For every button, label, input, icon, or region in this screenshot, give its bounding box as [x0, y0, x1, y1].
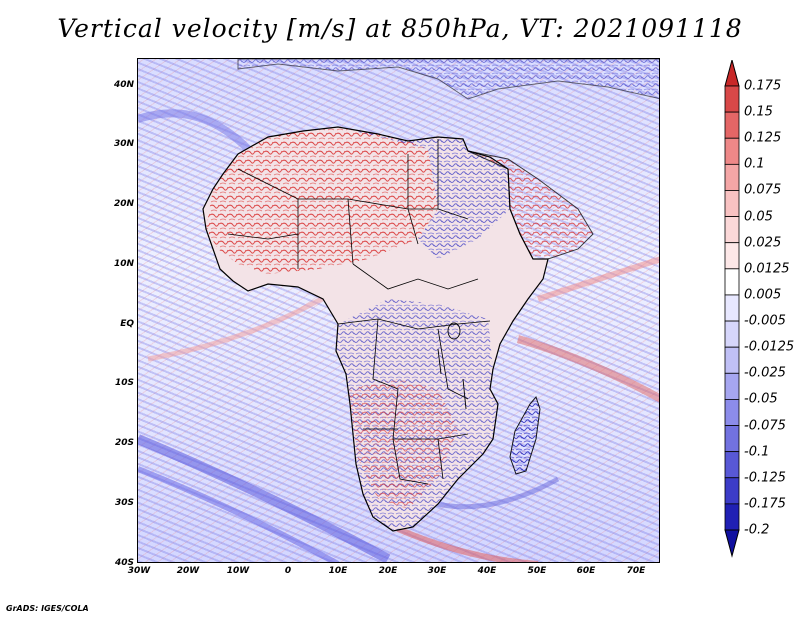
- colorbar-box: [724, 268, 740, 296]
- colorbar-label: 0.125: [744, 130, 782, 146]
- colorbar-label: 0.075: [744, 182, 782, 198]
- colorbar-box: [724, 372, 740, 400]
- colorbar-label: -0.005: [744, 313, 786, 329]
- colorbar-label: -0.0125: [744, 339, 795, 355]
- colorbar-label: -0.05: [744, 391, 778, 407]
- lon-label: 50E: [527, 566, 547, 576]
- colorbar-box: [724, 346, 740, 374]
- lon-label: 30W: [127, 566, 151, 576]
- africa-map-field: [138, 59, 659, 562]
- ocean-streaks: [138, 109, 659, 562]
- colorbar-box: [724, 477, 740, 505]
- lat-label: 20S: [114, 438, 134, 448]
- lon-label: 0: [284, 566, 292, 576]
- colorbar-box: [724, 242, 740, 270]
- colorbar-box: [724, 399, 740, 426]
- map-panel: [137, 58, 660, 563]
- lon-label: 60E: [576, 566, 596, 576]
- coastline: [202, 126, 549, 532]
- chart-title: Vertical velocity [m/s] at 850hPa, VT: 2…: [57, 14, 743, 43]
- colorbar-label: -0.025: [744, 365, 786, 381]
- lat-label: 30S: [114, 498, 134, 508]
- colorbar-cap-bottom: [724, 529, 740, 558]
- colorbar-label: -0.2: [744, 522, 770, 538]
- colorbar-label: 0.15: [744, 104, 773, 120]
- lon-label: 20E: [378, 566, 398, 576]
- colorbar-label: 0.025: [744, 235, 782, 251]
- lon-label: 30E: [427, 566, 447, 576]
- lat-label: 30N: [113, 139, 134, 149]
- colorbar-box: [724, 425, 740, 453]
- colorbar-box: [724, 320, 740, 348]
- colorbar-box: [724, 85, 740, 113]
- colorbar-box: [724, 111, 740, 139]
- europe-landmass: [237, 59, 659, 100]
- lat-label: 40S: [114, 558, 134, 568]
- lat-label: 40N: [113, 80, 134, 90]
- colorbar-box: [724, 163, 740, 191]
- colorbar-label: -0.075: [744, 418, 786, 434]
- lat-label: EQ: [120, 319, 134, 329]
- colorbar-graphic: [724, 60, 740, 558]
- colorbar-cap-top: [724, 60, 740, 87]
- lon-label: 10W: [226, 566, 250, 576]
- colorbar-box: [724, 216, 740, 244]
- colorbar-box: [724, 137, 740, 165]
- colorbar-label: -0.1: [744, 444, 770, 460]
- colorbar-label: 0.175: [744, 78, 782, 94]
- grads-credit: GrADS: IGES/COLA: [6, 604, 89, 613]
- lat-label: 20N: [113, 199, 134, 209]
- colorbar-label: 0.005: [744, 287, 782, 303]
- lon-label: 10E: [328, 566, 348, 576]
- colorbar-label: -0.175: [744, 496, 786, 512]
- colorbar-box: [724, 503, 740, 531]
- colorbar-label: -0.125: [744, 470, 786, 486]
- lat-label: 10N: [113, 259, 134, 269]
- colorbar-box: [724, 451, 740, 479]
- lon-label: 40E: [477, 566, 497, 576]
- lon-label: 70E: [626, 566, 646, 576]
- great-lakes: [437, 322, 467, 410]
- colorbar-label: 0.1: [744, 156, 765, 172]
- lat-label: 10S: [114, 378, 134, 388]
- colorbar-label: 0.0125: [744, 261, 790, 277]
- colorbar-box: [724, 294, 740, 322]
- lon-label: 20W: [176, 566, 200, 576]
- country-borders: [227, 139, 491, 485]
- colorbar-label: 0.05: [744, 209, 773, 225]
- colorbar-box: [724, 190, 740, 217]
- madagascar: [509, 396, 541, 475]
